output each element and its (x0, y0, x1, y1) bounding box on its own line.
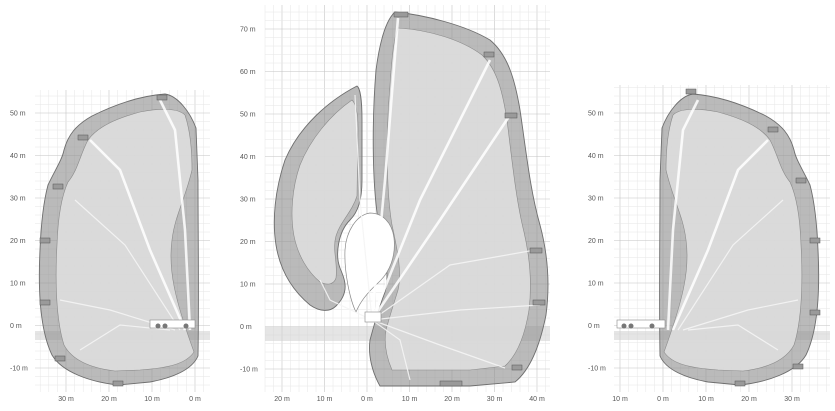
x-tick-label: 10 m (698, 396, 714, 403)
y-tick-label: -10 m (240, 367, 258, 374)
boom-center-9 (371, 319, 411, 381)
basket-marker-right-3 (795, 177, 807, 184)
x-tick-label: 20 m (101, 396, 117, 403)
x-tick-label: 30 m (487, 396, 503, 403)
basket-marker-right-6 (792, 363, 804, 370)
inner-envelope-center-left-lobe (291, 99, 359, 285)
truck-chassis-right (616, 319, 666, 329)
boom-right-5 (687, 324, 779, 351)
y-tick-label: 60 m (240, 69, 256, 76)
y-tick-label: 10 m (10, 281, 26, 288)
y-tick-label: 40 m (240, 154, 256, 161)
y-tick-label: 20 m (588, 238, 604, 245)
boom-right-2 (671, 139, 769, 331)
y-tick-label: 10 m (240, 282, 256, 289)
y-tick-label: 30 m (240, 197, 256, 204)
boom-left-5 (79, 324, 171, 351)
basket-marker-center-1 (393, 11, 409, 18)
y-axis-labels-right: 50 m 40 m 30 m 20 m 10 m 0 m -10 m (588, 111, 606, 373)
basket-marker-center-7 (439, 380, 463, 387)
x-tick-label: 20 m (741, 396, 757, 403)
y-tick-label: 0 m (10, 323, 22, 330)
y-tick-label: 50 m (10, 111, 26, 118)
y-tick-label: 30 m (10, 196, 26, 203)
boom-center-8 (319, 279, 373, 321)
truck-wheel-left-1 (155, 323, 161, 329)
y-tick-label: 40 m (588, 153, 604, 160)
x-axis-labels-center: 20 m 10 m 0 m 10 m 20 m 30 m 40 m (274, 396, 545, 403)
boom-center-1 (370, 17, 400, 321)
y-tick-label: 30 m (588, 196, 604, 203)
x-tick-label: 0 m (361, 396, 373, 403)
truck-wheel-right-1 (621, 323, 627, 329)
truck-wheel-left-3 (183, 323, 189, 329)
basket-marker-left-2 (52, 183, 64, 190)
x-tick-label: 20 m (444, 396, 460, 403)
basket-marker-center-3 (504, 112, 518, 119)
basket-marker-right-4 (809, 237, 821, 244)
basket-marker-center-6 (511, 364, 523, 371)
basket-marker-left-4 (39, 299, 51, 306)
boom-right-4 (682, 299, 799, 331)
basket-marker-center-4 (529, 247, 543, 254)
panel-center: 70 m 60 m 50 m 40 m 30 m 20 m 10 m 0 m -10 m 20 … (240, 5, 550, 403)
panel-left: 50 m 40 m 30 m 20 m 10 m 0 m -10 m 30 m 20 m 10 … (10, 90, 210, 403)
boom-right-3 (677, 199, 784, 331)
basket-marker-left-1 (156, 94, 168, 101)
y-axis-labels-left: 50 m 40 m 30 m 20 m 10 m 0 m -10 m (10, 111, 28, 373)
truck-chassis-left (149, 319, 196, 329)
boom-center-6 (371, 304, 541, 321)
boom-center-3 (370, 114, 512, 321)
y-tick-label: 10 m (588, 281, 604, 288)
x-tick-label: 0 m (657, 396, 669, 403)
x-axis-labels-right: 10 m 0 m 10 m 20 m 30 m (612, 396, 800, 403)
boom-center-5 (371, 249, 536, 321)
y-tick-label: -10 m (10, 366, 28, 373)
truck-wheel-right-2 (628, 323, 634, 329)
y-tick-label: 50 m (240, 112, 256, 119)
x-tick-label: 10 m (144, 396, 160, 403)
boom-center-2 (370, 59, 492, 321)
basket-marker-right-7 (734, 380, 746, 387)
x-tick-label: 10 m (402, 396, 418, 403)
boom-left-1 (158, 99, 192, 331)
y-tick-label: 0 m (588, 323, 600, 330)
boom-right-1 (666, 99, 700, 331)
boom-center-7 (371, 319, 506, 369)
basket-marker-left-7 (77, 134, 89, 141)
y-tick-label: 50 m (588, 111, 604, 118)
basket-marker-center-2 (483, 51, 495, 58)
truck-wheel-right-3 (649, 323, 655, 329)
basket-marker-right-5 (809, 309, 821, 316)
y-tick-label: 40 m (10, 153, 26, 160)
x-tick-label: 10 m (317, 396, 333, 403)
y-tick-label: 0 m (240, 324, 252, 331)
x-tick-label: 10 m (612, 396, 628, 403)
x-tick-label: 30 m (58, 396, 74, 403)
truck-wheel-left-2 (162, 323, 168, 329)
y-axis-labels-center: 70 m 60 m 50 m 40 m 30 m 20 m 10 m 0 m -10 m (240, 27, 258, 374)
boom-left-2 (89, 139, 187, 331)
y-tick-label: 70 m (240, 27, 256, 34)
x-tick-label: 30 m (784, 396, 800, 403)
basket-marker-left-5 (54, 355, 66, 362)
y-tick-label: -10 m (588, 366, 606, 373)
basket-marker-right-2 (767, 126, 779, 133)
pivot-cutout-center (344, 212, 395, 313)
x-tick-label: 40 m (529, 396, 545, 403)
basket-marker-left-6 (112, 380, 124, 387)
boom-left-3 (74, 199, 181, 331)
y-tick-label: 20 m (10, 238, 26, 245)
y-tick-label: 20 m (240, 239, 256, 246)
x-axis-labels-left: 30 m 20 m 10 m 0 m (58, 396, 201, 403)
basket-marker-center-5 (532, 299, 546, 306)
basket-marker-left-3 (39, 237, 51, 244)
boom-center-4 (354, 94, 373, 321)
basket-marker-right-1 (685, 88, 697, 95)
x-tick-label: 0 m (189, 396, 201, 403)
x-tick-label: 20 m (274, 396, 290, 403)
turret-center (364, 311, 382, 323)
